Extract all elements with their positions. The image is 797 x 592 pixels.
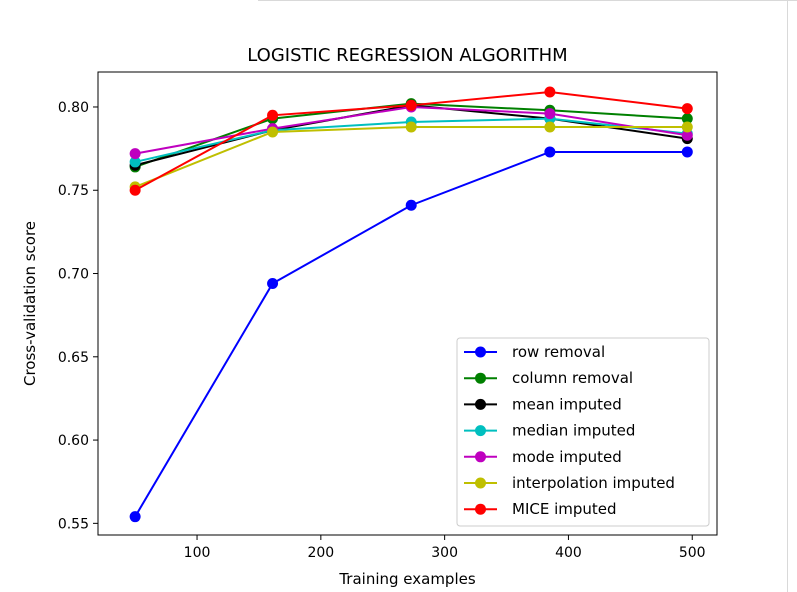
data-point [681,113,693,125]
data-point [681,121,693,133]
y-axis-label: Cross-validation score [21,221,39,386]
x-tick-label: 500 [679,545,706,561]
data-point [267,278,279,290]
series-layer [129,86,693,523]
legend-entry-label: median imputed [512,422,635,440]
series-6 [129,86,693,196]
y-axis-ticks: 0.55 0.60 0.65 0.70 0.75 0.80 [58,100,98,532]
data-point [267,109,279,121]
y-tick-label: 0.65 [58,350,89,366]
y-tick-label: 0.70 [58,267,89,283]
window-edge-top [258,0,797,1]
data-point [681,103,693,115]
legend-box [456,337,710,527]
legend-swatch-marker [475,346,486,358]
data-point [544,121,556,133]
y-tick-label: 0.80 [58,100,89,116]
legend-swatch-marker [475,477,486,489]
series-3 [129,113,693,168]
y-tick-label: 0.60 [58,433,89,449]
data-point [544,108,556,120]
data-point [267,126,279,138]
y-tick-label: 0.55 [58,516,89,532]
chart-title: LOGISTIC REGRESSION ALGORITHM [247,45,567,66]
data-point [405,99,417,111]
x-tick-label: 200 [307,545,334,561]
y-tick-label: 0.75 [58,183,89,199]
data-point [544,86,556,98]
series-5 [129,121,693,193]
legend-swatch-marker [475,398,486,410]
legend-entry-label: mode imputed [512,448,622,466]
series-line [134,102,688,168]
x-axis-ticks: 100 200 300 400 500 [184,535,706,561]
legend-swatch-marker [475,425,486,437]
legend-entry-label: MICE imputed [512,500,617,518]
legend-swatch-marker [475,372,486,384]
data-point [681,129,693,141]
data-point [129,511,141,523]
legend-swatch-marker [475,503,486,515]
window-edge-right [787,0,788,592]
legend-entry-label: interpolation imputed [512,474,675,492]
legend: row removal column removal mean imputed med… [456,337,710,527]
data-point [405,199,417,211]
data-point [405,121,417,133]
x-tick-label: 400 [555,545,582,561]
legend-swatch-marker [475,451,486,463]
data-point [129,148,141,160]
x-axis-label: Training examples [338,570,476,588]
legend-entry-label: mean imputed [512,395,622,413]
x-tick-label: 300 [431,545,458,561]
legend-entry-label: row removal [512,343,605,361]
legend-entry-label: column removal [512,369,633,387]
x-tick-label: 100 [184,545,211,561]
series-0 [129,146,693,523]
data-point [129,156,141,168]
data-point [544,146,556,158]
data-point [129,184,141,196]
series-line [134,125,688,188]
plot-area-frame [97,71,718,536]
data-point [681,146,693,158]
